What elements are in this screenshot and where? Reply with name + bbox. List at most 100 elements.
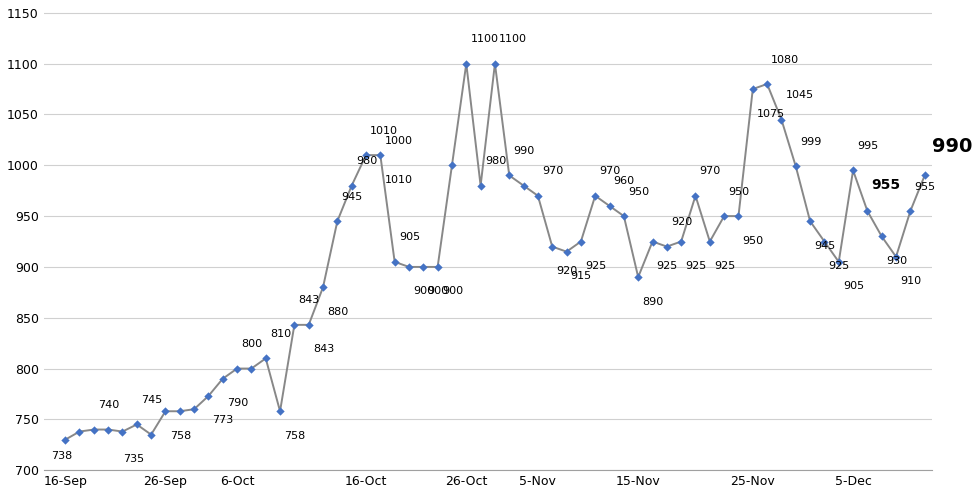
Text: 950: 950: [743, 236, 763, 246]
Point: [487, 60, 503, 68]
Point: [430, 263, 446, 271]
Point: [816, 238, 832, 246]
Text: 905: 905: [843, 281, 864, 291]
Text: 1075: 1075: [757, 108, 785, 118]
Text: 995: 995: [858, 141, 878, 151]
Point: [272, 407, 288, 415]
Text: 980: 980: [485, 156, 506, 166]
Point: [859, 207, 875, 215]
Text: 970: 970: [542, 166, 564, 176]
Text: 758: 758: [284, 431, 306, 441]
Point: [472, 182, 488, 190]
Text: 920: 920: [671, 217, 692, 227]
Point: [172, 407, 187, 415]
Point: [874, 233, 890, 241]
Point: [788, 162, 804, 170]
Text: 1000: 1000: [385, 136, 413, 146]
Text: 925: 925: [828, 261, 850, 271]
Text: 1100: 1100: [470, 34, 499, 44]
Point: [57, 436, 73, 444]
Point: [545, 243, 561, 250]
Point: [344, 182, 360, 190]
Point: [573, 238, 589, 246]
Point: [158, 407, 173, 415]
Text: 990: 990: [932, 137, 972, 156]
Text: 955: 955: [871, 178, 901, 192]
Text: 900: 900: [427, 287, 449, 297]
Point: [645, 238, 661, 246]
Text: 1045: 1045: [786, 90, 813, 100]
Point: [129, 420, 145, 428]
Text: 945: 945: [341, 192, 363, 202]
Point: [86, 426, 102, 434]
Point: [301, 321, 317, 329]
Point: [72, 428, 87, 436]
Point: [773, 116, 789, 124]
Text: 925: 925: [714, 261, 735, 271]
Text: 945: 945: [814, 241, 836, 250]
Text: 758: 758: [170, 431, 191, 441]
Point: [587, 192, 603, 200]
Point: [372, 151, 388, 159]
Point: [502, 171, 517, 179]
Point: [444, 161, 460, 169]
Text: 1010: 1010: [370, 126, 398, 136]
Point: [401, 263, 416, 271]
Point: [515, 182, 531, 190]
Text: 900: 900: [442, 287, 463, 297]
Point: [731, 212, 747, 220]
Text: 810: 810: [270, 329, 291, 339]
Point: [329, 217, 345, 225]
Text: 900: 900: [414, 287, 434, 297]
Text: 999: 999: [800, 137, 821, 147]
Text: 735: 735: [123, 454, 144, 464]
Point: [530, 192, 546, 200]
Point: [616, 212, 632, 220]
Text: 980: 980: [356, 156, 377, 166]
Text: 970: 970: [600, 166, 620, 176]
Point: [659, 243, 674, 250]
Text: 925: 925: [657, 261, 678, 271]
Text: 790: 790: [227, 398, 248, 408]
Point: [745, 85, 760, 93]
Point: [559, 248, 574, 255]
Text: 745: 745: [141, 395, 163, 405]
Point: [244, 365, 260, 373]
Text: 920: 920: [557, 266, 577, 276]
Point: [888, 253, 904, 261]
Text: 1080: 1080: [771, 54, 800, 64]
Point: [258, 354, 273, 362]
Point: [716, 212, 732, 220]
Point: [845, 166, 860, 174]
Point: [459, 60, 474, 68]
Point: [760, 80, 775, 88]
Point: [917, 171, 933, 179]
Point: [286, 321, 302, 329]
Point: [630, 273, 646, 281]
Point: [143, 431, 159, 439]
Text: 880: 880: [327, 307, 349, 317]
Text: 990: 990: [514, 146, 535, 156]
Point: [316, 283, 331, 291]
Point: [100, 426, 116, 434]
Point: [115, 428, 130, 436]
Point: [229, 365, 245, 373]
Text: 905: 905: [399, 232, 420, 243]
Text: 950: 950: [628, 187, 649, 197]
Point: [186, 405, 202, 413]
Text: 915: 915: [570, 271, 592, 281]
Text: 890: 890: [642, 297, 663, 306]
Point: [387, 258, 403, 266]
Text: 843: 843: [313, 345, 334, 354]
Point: [416, 263, 431, 271]
Text: 773: 773: [213, 415, 234, 425]
Text: 970: 970: [700, 166, 721, 176]
Point: [903, 207, 918, 215]
Text: 925: 925: [685, 261, 707, 271]
Text: 740: 740: [98, 400, 120, 410]
Point: [831, 258, 847, 266]
Text: 955: 955: [914, 182, 936, 192]
Text: 800: 800: [241, 339, 263, 349]
Text: 950: 950: [728, 187, 750, 197]
Point: [358, 151, 373, 159]
